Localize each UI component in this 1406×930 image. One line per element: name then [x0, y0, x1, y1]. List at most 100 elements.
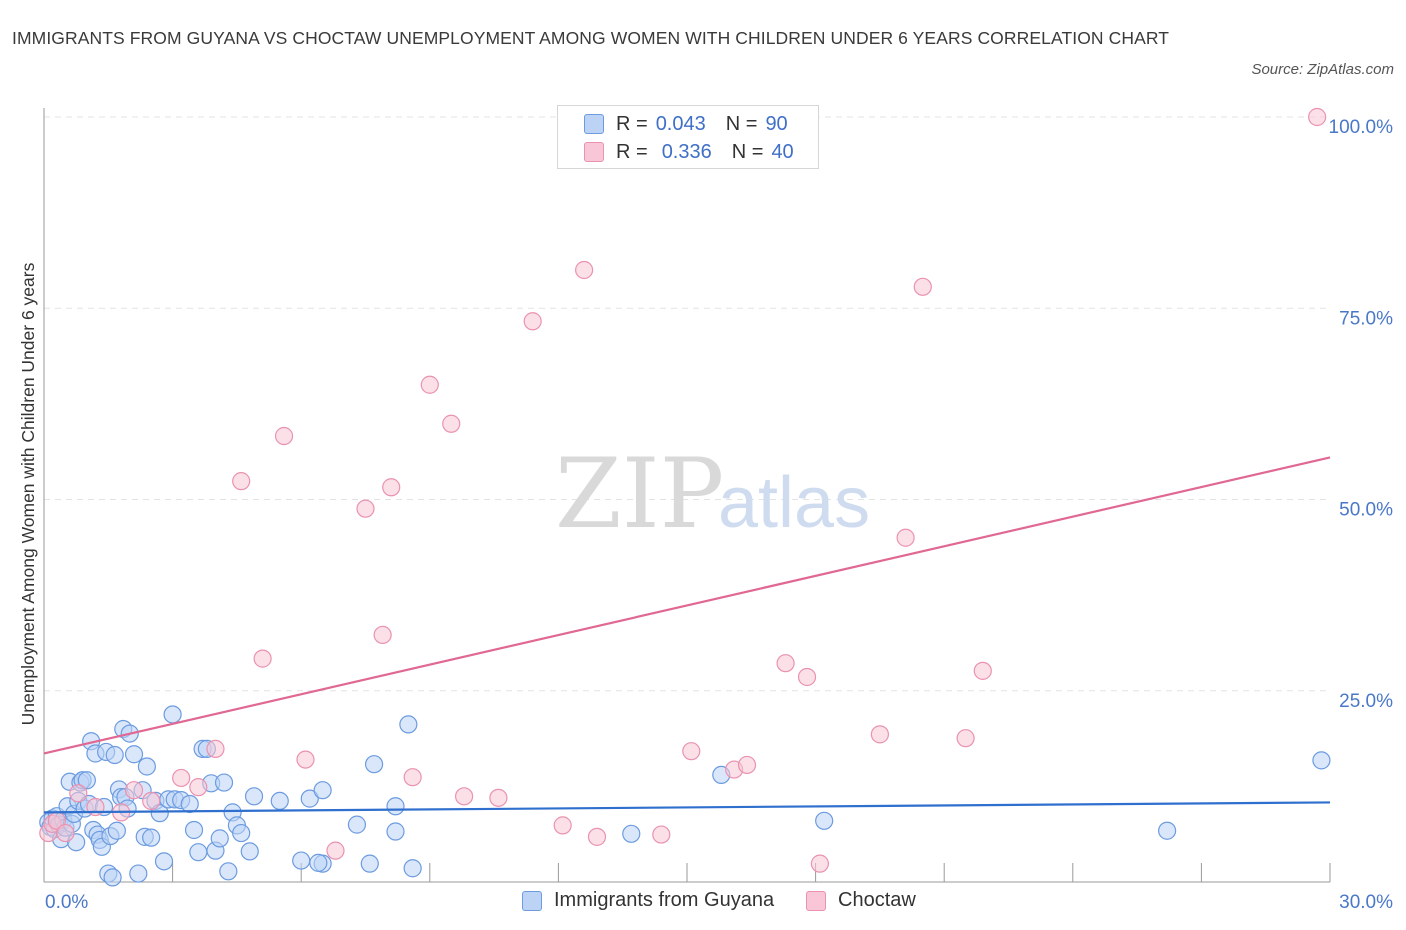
point-choctaw	[776, 654, 795, 673]
point-choctaw	[142, 791, 161, 811]
watermark-zip: ZIP	[555, 438, 724, 550]
legend-item-choctaw[interactable]: Choctaw	[806, 889, 916, 912]
y-axis-label: Unemployment Among Women with Children U…	[18, 262, 38, 725]
point-guyana	[313, 781, 332, 800]
point-choctaw	[956, 729, 975, 748]
point-guyana	[815, 811, 834, 830]
point-guyana	[309, 853, 328, 872]
trend-line-choctaw	[43, 456, 1331, 755]
point-guyana	[403, 859, 422, 878]
point-choctaw	[382, 478, 401, 497]
point-choctaw	[652, 825, 671, 844]
point-choctaw	[69, 784, 88, 803]
point-guyana	[154, 852, 174, 871]
trend-lines	[43, 456, 1331, 814]
point-guyana	[347, 815, 367, 834]
point-guyana	[137, 757, 156, 776]
trend-line-guyana	[43, 801, 1331, 814]
r-label: R =	[616, 140, 648, 163]
legend-label-guyana: Immigrants from Guyana	[554, 889, 775, 911]
point-guyana	[219, 862, 238, 881]
point-choctaw	[356, 499, 375, 518]
point-choctaw	[296, 750, 315, 769]
point-choctaw	[587, 827, 607, 846]
legend-swatch-choctaw	[806, 890, 826, 911]
watermark: ZIP atlas	[555, 438, 870, 550]
point-guyana	[386, 797, 405, 816]
watermark-atlas: atlas	[718, 463, 870, 543]
point-guyana	[142, 828, 161, 847]
point-guyana	[124, 745, 144, 764]
point-guyana	[244, 787, 264, 806]
point-choctaw	[870, 725, 890, 744]
point-guyana	[292, 851, 311, 870]
point-guyana	[180, 794, 199, 814]
point-guyana	[1312, 751, 1331, 770]
point-choctaw	[232, 472, 251, 491]
point-choctaw	[253, 649, 272, 668]
point-guyana	[77, 771, 96, 790]
legend-swatch-guyana	[522, 890, 542, 911]
stats-row-guyana: R = 0.043 N = 90	[584, 110, 788, 138]
point-guyana	[105, 745, 124, 765]
point-guyana	[129, 864, 148, 883]
point-guyana	[300, 789, 319, 808]
point-choctaw	[274, 426, 294, 446]
series-choctaw-points	[39, 107, 1327, 873]
point-choctaw	[913, 277, 932, 296]
r-value: 0.043	[655, 112, 706, 135]
legend-item-guyana[interactable]: Immigrants from Guyana	[522, 889, 774, 912]
point-choctaw	[442, 414, 461, 433]
point-guyana	[364, 755, 384, 774]
point-choctaw	[553, 816, 572, 835]
point-guyana	[360, 854, 379, 873]
point-guyana	[622, 824, 641, 843]
legend-label-choctaw: Choctaw	[838, 889, 916, 911]
point-choctaw	[454, 787, 474, 806]
source-label: Source: ZipAtlas.com	[1251, 61, 1394, 78]
point-choctaw	[189, 778, 208, 797]
point-choctaw	[737, 755, 757, 775]
point-guyana	[107, 821, 126, 840]
r-label: R =	[616, 112, 648, 135]
x-tick-label-min: 0.0%	[45, 892, 88, 913]
point-guyana	[184, 820, 204, 840]
point-choctaw	[810, 854, 829, 873]
point-guyana	[210, 829, 229, 848]
point-guyana	[214, 773, 234, 792]
point-choctaw	[489, 788, 508, 807]
point-choctaw	[797, 667, 817, 687]
point-guyana	[163, 705, 182, 724]
point-choctaw	[56, 823, 75, 843]
point-guyana	[189, 843, 208, 862]
point-guyana	[386, 822, 405, 841]
point-choctaw	[172, 768, 191, 788]
r-value: 0.336	[661, 140, 712, 163]
n-label: N =	[725, 112, 758, 135]
tick-labels: 25.0% 50.0% 75.0% 100.0% 0.0% 30.0%	[45, 117, 1393, 913]
point-choctaw	[206, 739, 225, 758]
chart-title: IMMIGRANTS FROM GUYANA VS CHOCTAW UNEMPL…	[12, 28, 1170, 48]
swatch-choctaw	[584, 142, 604, 162]
series-guyana-points	[39, 705, 1331, 887]
point-choctaw	[326, 841, 345, 860]
x-tick-label-max: 30.0%	[1339, 892, 1393, 913]
stats-row-choctaw: R = 0.336 N = 40	[584, 138, 794, 166]
swatch-guyana	[584, 114, 604, 134]
point-guyana	[103, 868, 122, 887]
n-label: N =	[731, 140, 764, 163]
point-choctaw	[682, 742, 701, 761]
series-legend: Immigrants from Guyana Choctaw	[0, 889, 1406, 917]
point-choctaw	[896, 528, 915, 547]
y-tick-label: 50.0%	[1339, 500, 1393, 521]
point-choctaw	[373, 625, 392, 645]
point-choctaw	[124, 781, 144, 800]
point-choctaw	[523, 312, 542, 331]
point-guyana	[399, 715, 418, 734]
y-tick-label: 75.0%	[1339, 308, 1393, 329]
point-guyana	[270, 791, 289, 811]
point-choctaw	[420, 375, 439, 394]
gridlines	[44, 116, 1330, 692]
n-value: 90	[765, 112, 788, 135]
